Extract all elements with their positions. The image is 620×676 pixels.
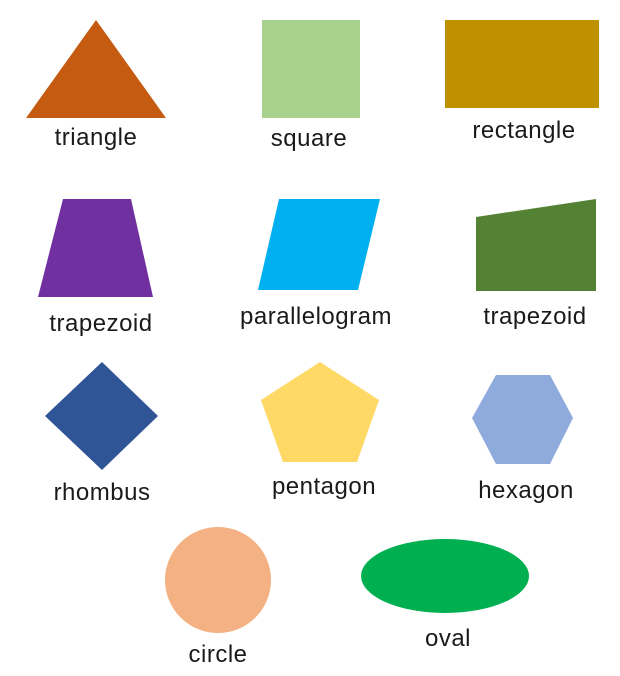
trapezoid-label: trapezoid — [49, 310, 153, 337]
parallelogram-shape — [258, 199, 380, 290]
square-shape — [262, 20, 360, 118]
rectangle-shape — [445, 20, 599, 108]
triangle-shape — [26, 20, 166, 118]
oval-shape — [361, 539, 529, 613]
rhombus-label: rhombus — [53, 479, 151, 506]
parallelogram-label: parallelogram — [240, 303, 392, 330]
trapezoid-shape — [38, 199, 153, 297]
oval-label: oval — [424, 625, 472, 652]
square-label: square — [270, 125, 348, 152]
hexagon-label: hexagon — [478, 477, 574, 504]
pentagon-shape — [261, 362, 379, 462]
circle-label: circle — [188, 641, 248, 668]
right-trapezoid-shape — [476, 199, 596, 291]
triangle-label: triangle — [54, 124, 138, 151]
right-trapezoid-label: trapezoid — [483, 303, 587, 330]
circle-shape — [165, 527, 271, 633]
hexagon-shape — [472, 375, 573, 464]
rectangle-label: rectangle — [472, 117, 576, 144]
rhombus-shape — [45, 362, 158, 470]
pentagon-label: pentagon — [271, 473, 377, 500]
